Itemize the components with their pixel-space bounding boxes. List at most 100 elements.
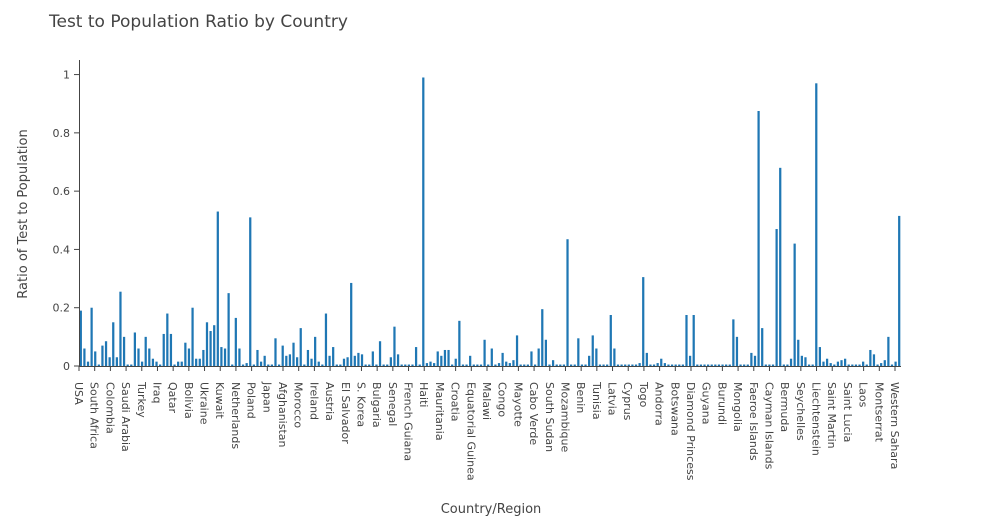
x-tick-label: Croatia — [449, 382, 462, 422]
bar-164 — [670, 364, 674, 366]
bar-176 — [714, 364, 717, 366]
y-tick-label: 0 — [63, 360, 70, 373]
bar-142 — [591, 335, 594, 366]
bar-24 — [166, 313, 169, 366]
bar-17 — [140, 361, 144, 366]
bar-96 — [425, 363, 429, 366]
bar-107 — [465, 364, 468, 366]
bar-141 — [588, 355, 591, 366]
bar-41 — [227, 293, 230, 366]
bar-194 — [779, 167, 782, 366]
bar-87 — [393, 326, 396, 366]
bar-89 — [400, 364, 403, 366]
bar-80 — [368, 364, 371, 366]
x-tick-label: Western Sahara — [888, 382, 901, 469]
bar-171 — [696, 364, 699, 366]
bar-195 — [782, 364, 785, 366]
x-tick-label: Cyprus — [621, 382, 634, 421]
bar-216 — [858, 364, 861, 366]
x-tick-label: S. Korea — [355, 382, 368, 427]
bar-213 — [847, 364, 850, 366]
bar-32 — [195, 358, 198, 366]
bar-15 — [133, 332, 136, 366]
bar-45 — [241, 364, 245, 366]
bar-75 — [350, 282, 353, 366]
bar-187 — [753, 355, 757, 366]
x-tick-label: Mauritania — [433, 382, 446, 441]
bar-214 — [851, 364, 854, 366]
bar-9 — [112, 322, 115, 366]
x-tick-label: Congo — [496, 382, 509, 417]
x-tick-label: Liechtenstein — [810, 382, 823, 456]
x-tick-label: Japan — [260, 381, 273, 413]
bar-64 — [310, 358, 313, 366]
bar-140 — [584, 364, 587, 366]
bar-205 — [818, 347, 821, 366]
bar-162 — [663, 363, 666, 366]
x-tick-label: Colombia — [103, 382, 116, 434]
bar-113 — [487, 364, 490, 366]
bar-69 — [328, 355, 331, 366]
bar-161 — [660, 358, 663, 366]
x-tick-label: Bermuda — [778, 382, 791, 432]
x-tick-label: Mongolia — [731, 382, 744, 432]
bar-174 — [707, 364, 710, 366]
bar-192 — [771, 364, 775, 366]
bar-129 — [544, 339, 547, 366]
bar-225 — [890, 364, 894, 366]
bar-226 — [894, 361, 897, 366]
bar-172 — [699, 364, 703, 366]
bar-204 — [815, 83, 818, 366]
bar-66 — [317, 361, 320, 366]
bar-125 — [530, 351, 533, 366]
bar-149 — [616, 364, 620, 366]
bar-82 — [375, 364, 378, 366]
bar-115 — [494, 364, 497, 366]
bar-58 — [288, 354, 292, 366]
bar-85 — [386, 364, 389, 366]
bar-196 — [786, 364, 789, 366]
bar-120 — [512, 360, 515, 366]
bar-138 — [577, 338, 580, 366]
x-tick-label: South Sudan — [543, 382, 556, 452]
bar-145 — [602, 364, 605, 366]
bar-135 — [566, 239, 569, 366]
x-tick-label: Senegal — [386, 382, 399, 426]
bar-121 — [515, 335, 519, 366]
bar-178 — [721, 364, 724, 366]
bar-127 — [537, 348, 540, 366]
bar-220 — [872, 354, 876, 366]
bar-52 — [267, 364, 270, 366]
bar-29 — [184, 342, 187, 366]
bar-22 — [159, 364, 162, 366]
bar-62 — [303, 364, 306, 366]
bar-27 — [177, 361, 180, 366]
bar-60 — [296, 357, 299, 366]
bar-197 — [789, 358, 793, 366]
bar-30 — [187, 348, 191, 366]
bar-71 — [335, 364, 338, 366]
bar-35 — [205, 322, 209, 366]
bar-104 — [454, 358, 457, 366]
y-axis-ticks: 0 0.2 0.4 0.6 0.8 1 — [53, 69, 79, 373]
bar-143 — [595, 348, 598, 366]
bar-223 — [883, 360, 886, 366]
bar-175 — [710, 364, 713, 366]
bar-3 — [90, 307, 93, 366]
bar-202 — [807, 364, 811, 366]
bar-136 — [570, 364, 573, 366]
bar-94 — [418, 364, 421, 366]
x-tick-label: Netherlands — [229, 382, 242, 449]
bar-40 — [223, 348, 227, 366]
bar-10 — [115, 357, 118, 366]
bar-155 — [638, 363, 641, 366]
x-tick-label: Mozambique — [559, 382, 572, 452]
bar-25 — [169, 333, 173, 366]
bar-37 — [213, 325, 216, 366]
x-tick-label: Andorra — [653, 382, 666, 426]
bar-122 — [519, 364, 522, 366]
bar-170 — [692, 315, 695, 366]
bar-43 — [234, 317, 237, 366]
bar-224 — [887, 336, 890, 366]
x-axis-title: Country/Region — [441, 502, 542, 517]
